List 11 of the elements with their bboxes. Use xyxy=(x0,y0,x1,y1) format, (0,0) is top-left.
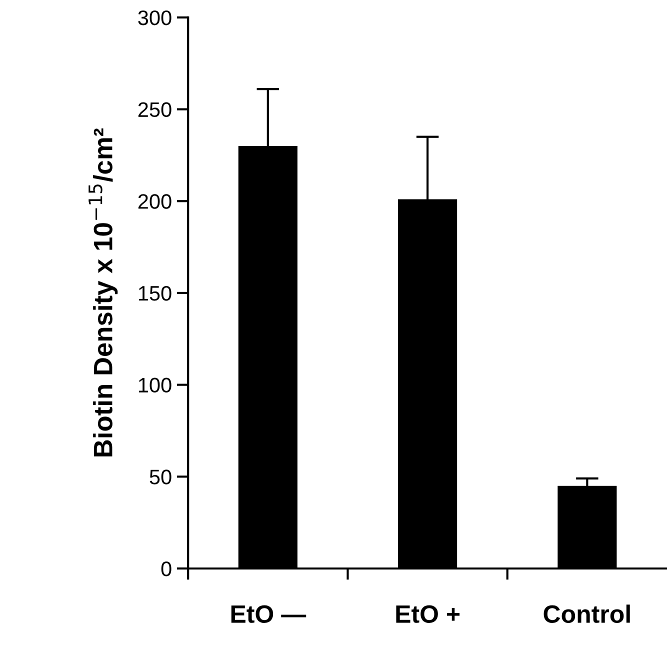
x-tick-label: EtO — xyxy=(231,605,306,623)
y-tick-label: 0 xyxy=(161,561,172,576)
y-tick-label: 150 xyxy=(138,286,172,301)
y-tick-label: 50 xyxy=(150,470,172,484)
y-axis-title: Biotin Density x 10$^{−15}$/cm² xyxy=(88,128,118,456)
y-tick-label: 100 xyxy=(138,378,172,393)
y-tick-label: 200 xyxy=(138,194,172,209)
x-tick-label: Control xyxy=(544,604,630,623)
y-tick-label: 300 xyxy=(138,10,172,26)
x-tick-label: EtO + xyxy=(396,605,460,623)
y-tick-label: 250 xyxy=(138,102,172,118)
